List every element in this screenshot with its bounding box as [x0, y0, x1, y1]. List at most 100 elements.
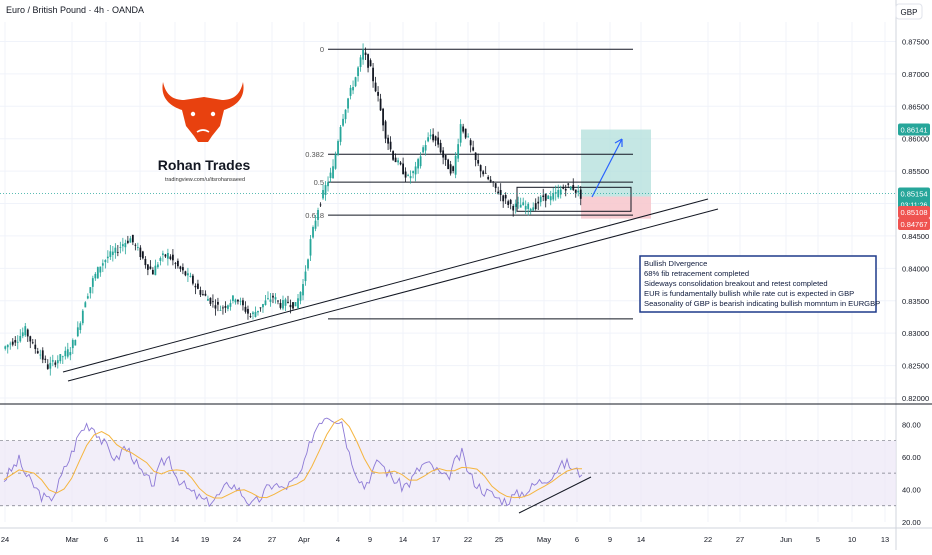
candle-body [369, 60, 372, 67]
candle-body [287, 301, 289, 303]
candle-body [524, 205, 527, 210]
bid-price-label: 0.85108 [900, 208, 927, 217]
candle-body [86, 296, 89, 299]
trendline [67, 208, 719, 382]
candle-body [171, 254, 174, 261]
candle-body [337, 141, 339, 155]
candle-body [222, 307, 224, 309]
candle-body [374, 82, 377, 92]
candle-body [567, 183, 570, 185]
candle-body [392, 151, 394, 160]
x-tick-label: 6 [575, 535, 579, 544]
rsi-tick-label: 80.00 [902, 420, 921, 429]
candle-body [519, 204, 522, 208]
candle-body [449, 164, 452, 174]
candle-body [56, 360, 59, 364]
candle-body [19, 335, 22, 342]
candle-body [262, 304, 264, 308]
candle-body [462, 126, 465, 132]
candle-body [564, 189, 567, 191]
brand-name: Rohan Trades [158, 157, 251, 173]
candle-body [409, 176, 412, 179]
candle-body [189, 275, 192, 277]
x-tick-label: 14 [637, 535, 645, 544]
candle-body [479, 165, 482, 172]
candle-body [26, 329, 29, 337]
candle-body [129, 238, 132, 243]
x-tick-label: 9 [608, 535, 612, 544]
currency-badge[interactable] [895, 3, 923, 20]
candle-body [492, 181, 495, 183]
candle-body [357, 67, 359, 77]
candle-body [254, 311, 257, 318]
x-tick-label: 25 [495, 535, 503, 544]
note-line-4: EUR is fundamentally bullish while rate … [644, 289, 854, 298]
candle-body [279, 302, 282, 308]
candle-body [114, 247, 117, 253]
candle-body [49, 362, 52, 369]
candle-body [307, 259, 309, 269]
candle-body [219, 310, 222, 311]
candle-body [96, 267, 99, 279]
candle-body [292, 302, 294, 309]
candle-body [61, 356, 64, 358]
candle-body [99, 266, 102, 273]
candle-body [539, 196, 542, 203]
x-tick-label: 13 [881, 535, 889, 544]
candle-body [332, 166, 334, 179]
candle-body [334, 154, 337, 169]
candle-body [109, 251, 112, 257]
candle-body [402, 163, 404, 175]
candle-body [534, 203, 537, 209]
candle-body [507, 201, 510, 205]
candle-body [234, 299, 237, 303]
candle-body [542, 195, 545, 197]
candle-body [414, 166, 417, 175]
analysis-note: Bullish DIvergence 68% fib retracement c… [639, 255, 880, 313]
candle-body [484, 172, 487, 174]
bull-logo [162, 82, 244, 142]
candle-body [454, 155, 457, 175]
rsi-indicator [0, 417, 896, 514]
candle-body [522, 202, 525, 206]
candle-body [156, 264, 159, 268]
candle-body [467, 136, 470, 138]
candle-body [239, 300, 242, 302]
x-tick-label: Jun [780, 535, 792, 544]
stop-price-label-bg [898, 218, 930, 230]
candle-body [174, 262, 177, 264]
target-price-label-bg [898, 123, 930, 136]
candles [0, 43, 896, 376]
candle-body [131, 234, 134, 243]
candle-body [302, 284, 304, 296]
candle-body [344, 109, 347, 120]
candle-body [517, 202, 520, 204]
candle-body [497, 191, 500, 194]
candle-body [442, 150, 445, 158]
candle-body [237, 299, 239, 302]
fib-level-label: 0 [320, 45, 324, 54]
fib-level-label: 0.5 [314, 178, 324, 187]
candle-body [217, 301, 219, 305]
trendline [62, 198, 709, 373]
candle-body [257, 310, 259, 313]
candle-body [134, 244, 137, 246]
candle-body [527, 203, 530, 209]
candle-body [482, 171, 485, 175]
candle-body [149, 266, 152, 269]
candle-body [41, 350, 44, 360]
candle-body [79, 323, 82, 330]
x-tick-label: 22 [464, 535, 472, 544]
last-price-bg [898, 187, 930, 212]
x-tick-label: 14 [399, 535, 407, 544]
candle-body [51, 360, 54, 362]
candle-body [154, 265, 157, 276]
candle-body [227, 305, 229, 309]
bid-price-label-bg [898, 206, 930, 218]
candle-body [151, 269, 154, 275]
candle-body [444, 155, 447, 160]
note-line-5: Seasonality of GBP is bearish indicating… [644, 299, 880, 308]
candle-body [249, 316, 252, 317]
candle-body [24, 326, 27, 336]
